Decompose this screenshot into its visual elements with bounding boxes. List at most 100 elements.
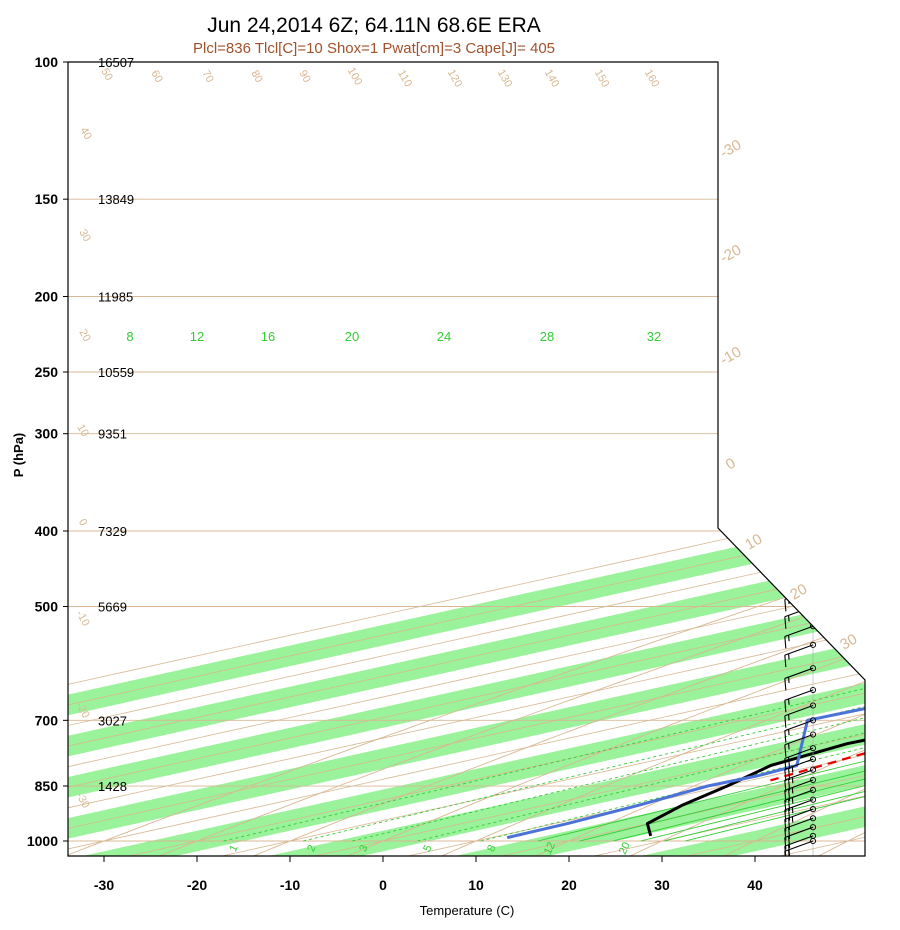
wind-barb-feather [784, 744, 787, 757]
wind-barb-half-feather [788, 367, 790, 374]
wind-barb-staff [784, 260, 814, 272]
wind-barb-station [809, 786, 817, 794]
wind-barb-feather [784, 581, 787, 594]
height-label: 3027 [98, 713, 127, 728]
isotherm-band [160, 62, 865, 856]
dry-adiabat-label: 120 [445, 68, 465, 90]
wind-barb-staff [784, 769, 814, 781]
wind-barb-station [809, 355, 817, 362]
wind-barb-station [809, 196, 817, 203]
wind-barb-feather [784, 306, 787, 319]
wind-barb-staff [784, 433, 814, 445]
dry-adiabat [343, 62, 865, 856]
wind-barb-station [809, 567, 817, 574]
wind-barb [811, 107, 815, 112]
wind-barb [784, 257, 817, 284]
mixing-ratio-line [537, 343, 865, 842]
wind-barb-station [809, 702, 817, 709]
dry-adiabat-label: 160 [642, 68, 662, 90]
wind-barb [784, 837, 817, 856]
chart-subtitle: Plcl=836 Tlcl[C]=10 Shox=1 Pwat[cm]=3 Ca… [193, 40, 555, 57]
mixing-ratio-label: 12 [542, 840, 558, 856]
right-isotherm-label: 30 [837, 631, 860, 654]
wind-barb-staff [784, 570, 814, 582]
wind-barb-half-feather [791, 171, 794, 178]
wind-barb-half-feather [788, 653, 790, 660]
wind-barb-half-feather [791, 797, 794, 804]
wind-barb-feather [784, 523, 787, 536]
wind-barb-staff [784, 758, 814, 770]
mixing-ratio-label: 20 [345, 329, 359, 344]
wind-barb [784, 548, 817, 574]
wind-barb-feather [784, 241, 787, 254]
dry-adiabat [626, 62, 865, 856]
dry-adiabat-label: 150 [592, 68, 612, 90]
isotherm-bands [68, 62, 865, 856]
mixing-ratio-label: 2 [305, 843, 318, 854]
wind-barb-station [809, 686, 817, 694]
height-label: 11985 [98, 290, 133, 305]
wind-barb-station [809, 806, 817, 813]
dry-adiabat-label: 40 [77, 125, 94, 142]
pressure-tick-label: 100 [35, 54, 59, 70]
wind-barb-staff [784, 550, 814, 563]
wind-barb-feather [784, 72, 787, 85]
wind-barb-staff [784, 328, 814, 340]
right-isotherm-label: 20 [787, 581, 810, 604]
dry-adiabat-label: 50 [98, 66, 115, 83]
height-label: 13849 [98, 192, 134, 207]
wind-barb-staff [784, 779, 814, 791]
wind-barb-feather [788, 756, 791, 770]
pressure-axis: 100 150 200 250 300 400 500 700 850 1000 [27, 54, 68, 849]
wind-barb-half-feather [788, 442, 790, 449]
mixing-ratio-label: 16 [261, 329, 275, 344]
wind-barb [784, 382, 817, 408]
mixing-ratio-label: 12 [190, 329, 204, 344]
wind-barb-staff [784, 689, 814, 701]
dry-adiabat-label: 100 [345, 66, 365, 88]
wind-barb-station [809, 603, 817, 610]
wind-barb-station [809, 382, 817, 389]
isotherm-line [206, 62, 865, 856]
wind-barb-feather [784, 809, 787, 822]
wind-barb-staff [784, 198, 814, 210]
wind-barb-staff [784, 295, 814, 308]
wind-barb-half-feather [788, 714, 790, 721]
wind-barb-feather [784, 420, 787, 433]
mixing-ratio-label: 5 [421, 843, 434, 854]
wind-barb-half-feather [788, 539, 790, 546]
wind-barb-station [809, 62, 817, 66]
wind-barb-station [809, 527, 817, 535]
wind-barb-staff [784, 808, 814, 820]
wind-barb-staff [784, 644, 814, 656]
dry-adiabat-label: 140 [542, 68, 562, 90]
dry-adiabat-label: 70 [199, 68, 216, 85]
height-label: 1428 [98, 779, 127, 794]
isotherm-line [68, 62, 865, 856]
wind-barb-station [809, 257, 817, 264]
wind-barb-half-feather [788, 677, 790, 684]
wind-barb [784, 745, 817, 771]
wind-barb-station [809, 487, 817, 494]
wind-barb-feather [788, 172, 791, 185]
isotherm-line [68, 62, 865, 856]
wind-barb-feather [784, 730, 787, 743]
wind-barb-staff [784, 384, 814, 397]
right-isotherm-label: -20 [717, 241, 744, 267]
dry-adiabat-label: -10 [73, 609, 91, 629]
pressure-tick-label: 850 [35, 778, 59, 794]
temperature-tick-label: -20 [187, 877, 207, 893]
pressure-tick-label: 300 [35, 426, 59, 442]
height-label: 10559 [98, 365, 134, 380]
wind-barb-staff [784, 409, 814, 422]
dry-adiabat-label: 0 [76, 517, 89, 528]
right-isotherm-label: 0 [723, 455, 739, 474]
dry-adiabat [721, 62, 865, 856]
height-label: 16507 [98, 55, 134, 70]
wind-barb-half-feather [788, 499, 790, 506]
wind-barb-station [809, 837, 817, 845]
wind-barb-staff [784, 789, 814, 801]
dry-adiabat-label: 60 [148, 68, 165, 85]
wind-barb-half-feather [788, 615, 790, 622]
wind-barb [784, 665, 817, 691]
